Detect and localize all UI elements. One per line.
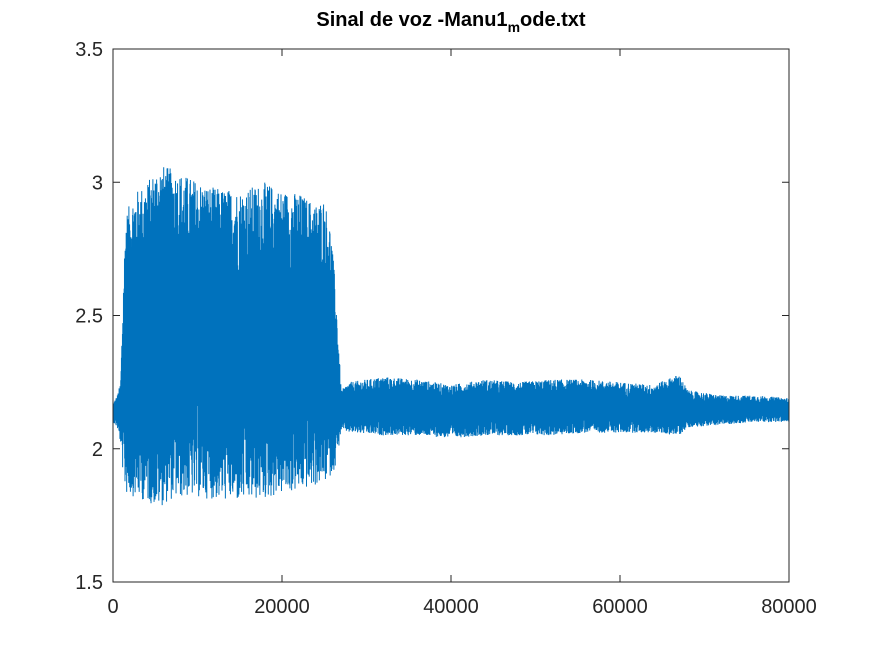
chart-title-main: Sinal de voz -Manu1 [316, 9, 507, 31]
x-tick-label: 80000 [761, 596, 817, 618]
y-tick-label: 3 [92, 172, 103, 194]
x-tick-label: 0 [107, 596, 118, 618]
x-tick-label: 20000 [254, 596, 310, 618]
y-tick-label: 1.5 [75, 572, 103, 594]
chart-title-subscript: m [508, 19, 520, 35]
x-tick-label: 40000 [423, 596, 479, 618]
chart-title-tail: ode.txt [520, 9, 586, 31]
x-tick-label: 60000 [592, 596, 648, 618]
y-tick-label: 2.5 [75, 306, 103, 328]
series-layer [112, 167, 790, 506]
signal-series-line [112, 167, 790, 506]
chart-title: Sinal de voz -Manu1mode.txt [316, 9, 586, 35]
tick-layer: 0 20000 40000 60000 80000 1.5 2 2.5 3 3.5 [75, 39, 817, 618]
y-tick-label: 3.5 [75, 39, 103, 61]
y-tick-label: 2 [92, 439, 103, 461]
